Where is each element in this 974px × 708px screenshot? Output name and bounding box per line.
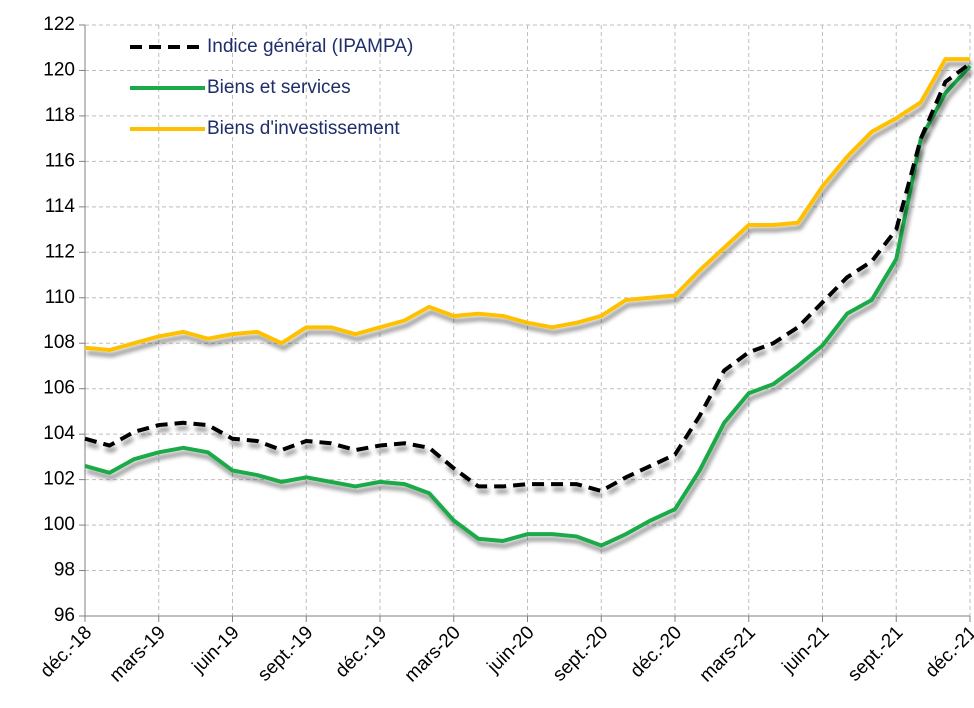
- series-line: [84, 62, 972, 493]
- y-tick-label: 118: [45, 105, 75, 126]
- x-tick-label: juin-21: [778, 622, 834, 678]
- y-tick-label: 122: [43, 14, 75, 35]
- x-tick-label: mars-19: [106, 622, 170, 686]
- y-tick-label: 116: [45, 150, 75, 171]
- x-tick-label: sept.-20: [549, 622, 612, 685]
- y-tick-label: 114: [45, 196, 76, 217]
- y-tick-label: 112: [45, 241, 75, 262]
- legend-label: Biens et services: [207, 77, 351, 98]
- series-line: [84, 57, 970, 353]
- legend-label: Biens d'investissement: [207, 118, 400, 139]
- y-tick-label: 110: [45, 287, 75, 308]
- x-tick-label: déc.-19: [331, 622, 391, 682]
- y-tick-label: 106: [43, 378, 75, 399]
- x-tick-label: mars-20: [401, 622, 465, 686]
- y-tick-label: 98: [54, 560, 75, 581]
- y-tick-label: 96: [54, 605, 75, 626]
- y-tick-label: 102: [43, 469, 75, 490]
- x-tick-label: déc.-20: [626, 622, 686, 682]
- y-tick-label: 108: [43, 332, 75, 353]
- x-tick-label: déc.-18: [36, 622, 96, 682]
- y-tick-label: 104: [43, 423, 75, 444]
- x-tick-label: sept.-21: [844, 622, 907, 685]
- x-tick-label: juin-19: [188, 622, 244, 678]
- series-line: [84, 64, 972, 548]
- legend-label: Indice général (IPAMPA): [207, 36, 413, 57]
- x-tick-label: mars-21: [696, 622, 760, 686]
- y-tick-label: 120: [43, 59, 75, 80]
- x-tick-label: sept.-19: [254, 622, 317, 685]
- x-tick-label: déc.-21: [921, 622, 974, 682]
- x-tick-label: juin-20: [483, 622, 539, 678]
- y-tick-label: 100: [43, 514, 75, 535]
